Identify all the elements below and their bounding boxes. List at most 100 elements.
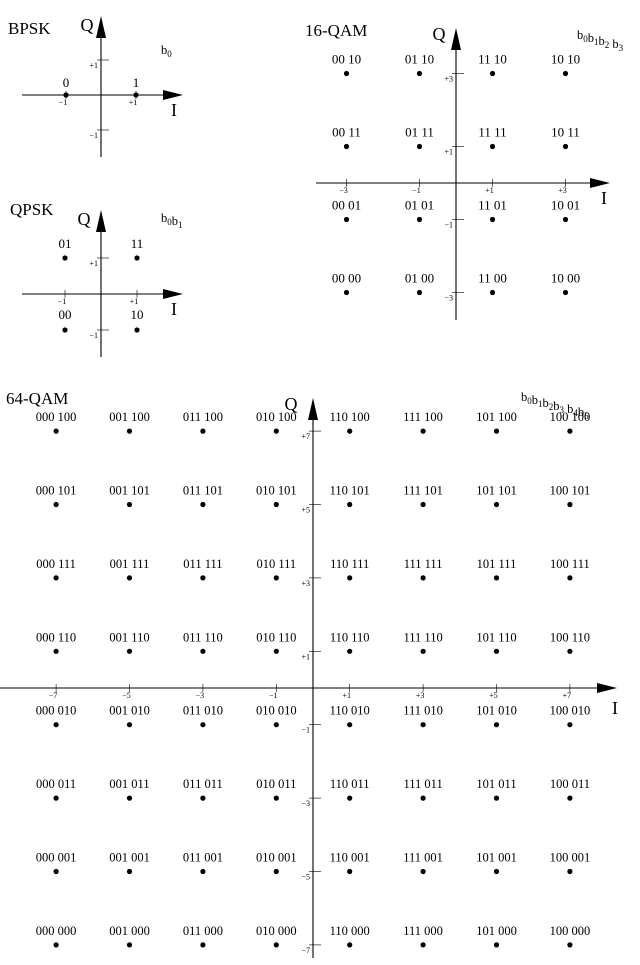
point-bit-label: 010 110 <box>256 630 296 644</box>
constellation-point <box>343 70 350 77</box>
i-tick-label: −7 <box>49 691 58 700</box>
point-bit-label: 011 010 <box>183 704 223 718</box>
point-bit-label: 11 00 <box>478 271 507 286</box>
point-bit-label: 100 101 <box>550 484 591 498</box>
q-tick-label: +3 <box>301 579 310 588</box>
constellation-point <box>489 70 496 77</box>
point-bit-label: 111 000 <box>403 924 443 938</box>
point-bit-label: 000 111 <box>36 557 76 571</box>
point-bit-label: 000 011 <box>36 777 76 791</box>
constellation-point <box>133 92 139 98</box>
constellation-point <box>62 255 68 261</box>
i-tick-label: −1 <box>59 98 68 107</box>
constellation-point <box>126 722 133 728</box>
constellation-point <box>126 501 133 508</box>
q-tick-label: −5 <box>301 873 310 882</box>
point-bit-label: 000 100 <box>36 410 77 424</box>
constellation-point <box>62 327 68 333</box>
point-bit-label: 010 011 <box>256 777 296 791</box>
qpsk-title: QPSK <box>10 200 54 219</box>
constellation-point <box>493 428 500 434</box>
point-bit-label: 101 110 <box>476 630 516 644</box>
constellation-point <box>273 501 279 508</box>
constellation-point <box>567 722 573 728</box>
q-axis-label: Q <box>81 15 94 35</box>
constellation-point <box>343 216 350 223</box>
point-bit-label: 100 100 <box>550 410 591 424</box>
point-bit-label: 001 111 <box>110 557 150 571</box>
constellation-point <box>273 868 279 875</box>
q-tick-label: +1 <box>89 259 98 268</box>
point-bit-label: 110 010 <box>330 704 370 718</box>
point-bit-label: 000 110 <box>36 630 76 644</box>
point-bit-label: 011 110 <box>183 630 223 644</box>
q-tick-label: +5 <box>301 506 310 515</box>
point-bit-label: 111 101 <box>403 484 443 498</box>
point-bit-label: 101 100 <box>476 410 517 424</box>
q-tick-label: −1 <box>301 726 310 735</box>
constellation-point <box>416 143 423 150</box>
bit-order-legend: b0 <box>161 43 172 59</box>
i-axis-arrowhead <box>597 683 617 693</box>
constellation-point <box>567 795 573 801</box>
constellation-point <box>53 648 59 654</box>
constellation-point <box>420 501 426 508</box>
constellation-point <box>493 722 500 728</box>
point-bit-label: 101 111 <box>477 557 517 571</box>
constellation-point <box>347 648 353 654</box>
constellation-point <box>347 428 353 434</box>
constellation-point <box>567 428 573 434</box>
point-bit-label: 01 01 <box>405 198 434 213</box>
constellation-point <box>420 575 426 581</box>
constellation-point <box>200 428 206 434</box>
constellation-point <box>134 327 140 333</box>
point-bit-label: 100 111 <box>550 557 590 571</box>
constellation-point <box>489 216 496 223</box>
i-tick-label: −1 <box>58 297 67 306</box>
point-bit-label: 101 000 <box>476 924 517 938</box>
constellation-point <box>273 942 279 948</box>
point-bit-label: 001 110 <box>109 630 149 644</box>
point-bit-label: 010 111 <box>256 557 296 571</box>
i-tick-label: +5 <box>489 691 498 700</box>
point-bit-label: 111 001 <box>403 851 443 865</box>
constellation-point <box>567 648 573 654</box>
constellation-point <box>420 722 426 728</box>
constellation-point <box>420 428 426 434</box>
point-bit-label: 110 100 <box>330 410 370 424</box>
point-bit-label: 010 100 <box>256 410 297 424</box>
point-bit-label: 101 001 <box>476 851 517 865</box>
constellation-point <box>200 648 206 654</box>
point-bit-label: 010 010 <box>256 704 297 718</box>
constellation-point <box>53 575 59 581</box>
point-bit-label: 011 101 <box>183 484 223 498</box>
constellation-point <box>489 143 496 150</box>
point-bit-label: 101 101 <box>476 484 517 498</box>
constellation-point <box>273 722 279 728</box>
point-bit-label: 001 101 <box>109 484 150 498</box>
constellation-point <box>53 868 59 875</box>
constellation-point <box>420 648 426 654</box>
i-tick-label: +1 <box>130 297 139 306</box>
constellation-point <box>489 289 496 296</box>
q-axis-label: Q <box>78 209 91 229</box>
constellation-point <box>273 428 279 434</box>
point-bit-label: 0 <box>63 75 70 90</box>
constellation-point <box>493 648 500 654</box>
point-bit-label: 100 110 <box>550 630 590 644</box>
point-bit-label: 11 11 <box>478 125 506 140</box>
i-axis-label: I <box>171 100 177 120</box>
point-bit-label: 1 <box>133 75 140 90</box>
point-bit-label: 01 11 <box>405 125 434 140</box>
i-axis-label: I <box>601 188 607 208</box>
i-tick-label: +7 <box>563 691 572 700</box>
point-bit-label: 000 001 <box>36 851 77 865</box>
point-bit-label: 000 010 <box>36 704 77 718</box>
qam16-title: 16-QAM <box>305 21 367 40</box>
constellation-point <box>126 795 133 801</box>
constellation-point <box>416 216 423 223</box>
point-bit-label: 010 001 <box>256 851 297 865</box>
qam16-diagram: 16-QAM b0b1b2 b3 I Q −3 −1 +1 +3 +3 +1 −1 −3 00 00 01… <box>305 21 624 320</box>
constellation-point <box>493 575 500 581</box>
